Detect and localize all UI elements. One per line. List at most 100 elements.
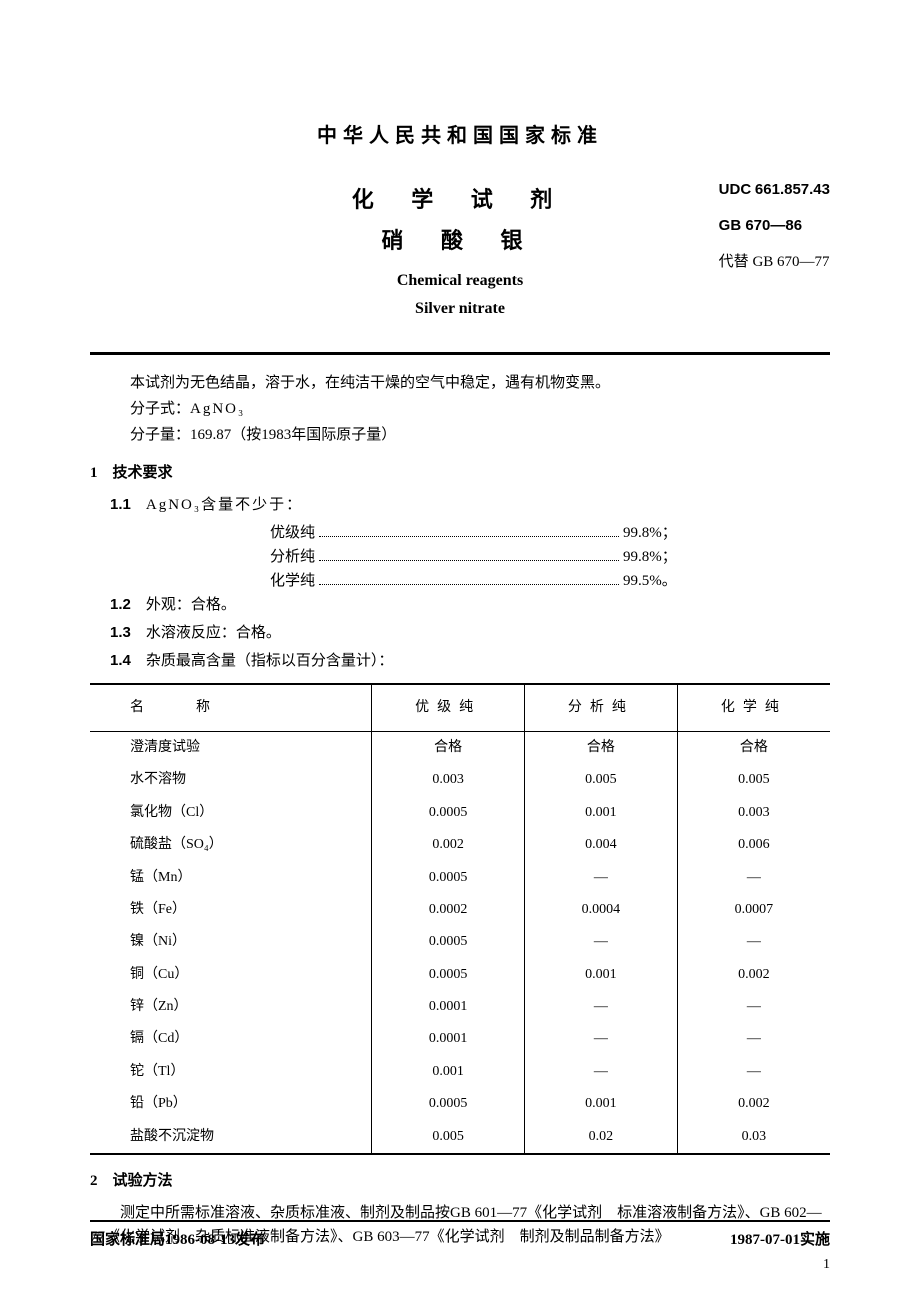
i13-text: 水溶液反应：合格。 [146,625,281,641]
section1-no: 1 [90,465,98,481]
i12-no: 1.2 [110,596,131,613]
udc-code: 661.857.43 [755,181,830,198]
section2-text: 试验方法 [113,1173,173,1189]
cell-value: 0.02 [524,1121,677,1154]
purity-block: 优级纯 99.8%； 分析纯 99.8%； 化学纯 99.5%。 [270,521,830,593]
cell-name: 铅（Pb） [90,1088,372,1120]
i14-text: 杂质最高含量（指标以百分含量计）： [146,653,394,669]
mw-label: 分子量： [130,427,190,443]
cell-value: 0.001 [372,1056,525,1088]
table-row: 镉（Cd）0.0001—— [90,1023,830,1055]
cell-value: — [524,926,677,958]
table-row: 镍（Ni）0.0005—— [90,926,830,958]
cell-value: 0.0007 [677,894,830,926]
title-block: 化 学 试 剂 硝 酸 银 Chemical reagents Silver n… [90,182,830,322]
item-1-3: 1.3 水溶液反应：合格。 [110,621,830,645]
table-row: 铁（Fe）0.00020.00040.0007 [90,894,830,926]
table-row: 澄清度试验合格合格合格 [90,731,830,764]
footer-rule [90,1220,830,1222]
rule-top [90,352,830,355]
cell-value: 0.0002 [372,894,525,926]
cell-value: — [677,1023,830,1055]
th-grade: 分析纯 [524,684,677,732]
cell-name: 镉（Cd） [90,1023,372,1055]
purity-row: 优级纯 99.8%； [270,521,830,545]
cell-value: 0.002 [677,959,830,991]
table-row: 盐酸不沉淀物0.0050.020.03 [90,1121,830,1154]
cell-value: 合格 [677,731,830,764]
cell-name: 氯化物（Cl） [90,797,372,829]
cell-value: 0.005 [677,764,830,796]
i11-text: AgNO₃含量不少于： [146,497,303,513]
purity-grade: 化学纯 [270,569,315,593]
cell-value: 0.0005 [372,862,525,894]
formula-value: AgNO₃ [190,401,245,417]
i11-no: 1.1 [110,496,131,513]
right-codes: UDC 661.857.43 GB 670—86 代替 GB 670—77 [719,172,830,280]
cell-value: 0.0005 [372,1088,525,1120]
table-row: 水不溶物0.0030.0050.005 [90,764,830,796]
i12-text: 外观：合格。 [146,597,236,613]
cell-value: 0.002 [677,1088,830,1120]
th-grade: 优级纯 [372,684,525,732]
footer-left: 国家标准局1986-08-13发布 [90,1228,265,1252]
title-en-2: Silver nitrate [90,296,830,322]
cell-value: 0.0001 [372,1023,525,1055]
replaces-code: GB 670—77 [752,254,829,270]
cell-value: 合格 [524,731,677,764]
cell-value: 0.0004 [524,894,677,926]
cell-value: 0.0005 [372,959,525,991]
footer-right: 1987-07-01实施 [730,1228,830,1252]
cell-value: 0.0001 [372,991,525,1023]
purity-row: 化学纯 99.5%。 [270,569,830,593]
table-row: 铅（Pb）0.00050.0010.002 [90,1088,830,1120]
cell-value: — [524,862,677,894]
cell-name: 铜（Cu） [90,959,372,991]
cell-name: 铁（Fe） [90,894,372,926]
purity-grade: 优级纯 [270,521,315,545]
cell-value: 合格 [372,731,525,764]
item-1-1: 1.1 AgNO₃含量不少于： [110,493,830,517]
purity-grade: 分析纯 [270,545,315,569]
th-name: 名 称 [90,684,372,732]
table-header-row: 名 称 优级纯 分析纯 化学纯 [90,684,830,732]
section-2-heading: 2 试验方法 [90,1169,830,1193]
dots [319,571,619,585]
cell-name: 锌（Zn） [90,991,372,1023]
impurity-table: 名 称 优级纯 分析纯 化学纯 澄清度试验合格合格合格水不溶物0.0030.00… [90,683,830,1155]
intro-block: 本试剂为无色结晶，溶于水，在纯洁干燥的空气中稳定，遇有机物变黑。 分子式：AgN… [90,371,830,447]
cell-value: — [677,991,830,1023]
cell-value: 0.0005 [372,797,525,829]
cell-name: 锰（Mn） [90,862,372,894]
purity-value: 99.8%； [623,521,677,545]
national-standard-header: 中华人民共和国国家标准 [90,120,830,152]
table-row: 锌（Zn）0.0001—— [90,991,830,1023]
purity-value: 99.8%； [623,545,677,569]
dots [319,523,619,537]
table-row: 硫酸盐（SO₄）0.0020.0040.006 [90,829,830,861]
cell-value: 0.005 [524,764,677,796]
item-1-2: 1.2 外观：合格。 [110,593,830,617]
table-row: 铜（Cu）0.00050.0010.002 [90,959,830,991]
cell-value: — [677,926,830,958]
cell-value: — [524,1056,677,1088]
page-number: 1 [823,1254,830,1276]
section-1-heading: 1 技术要求 [90,461,830,485]
cell-name: 澄清度试验 [90,731,372,764]
gb-code: GB 670—86 [719,208,830,244]
i13-no: 1.3 [110,624,131,641]
purity-value: 99.5%。 [623,569,677,593]
cell-value: 0.006 [677,829,830,861]
cell-name: 硫酸盐（SO₄） [90,829,372,861]
cell-value: 0.003 [372,764,525,796]
replaces-label: 代替 [719,254,749,270]
item-1-4: 1.4 杂质最高含量（指标以百分含量计）： [110,649,830,673]
cell-value: — [677,862,830,894]
cell-value: 0.001 [524,1088,677,1120]
cell-name: 铊（Tl） [90,1056,372,1088]
table-row: 氯化物（Cl）0.00050.0010.003 [90,797,830,829]
cell-value: — [524,1023,677,1055]
cell-value: 0.001 [524,959,677,991]
mw-value: 169.87（按1983年国际原子量） [190,427,396,443]
udc-label: UDC [719,181,752,198]
